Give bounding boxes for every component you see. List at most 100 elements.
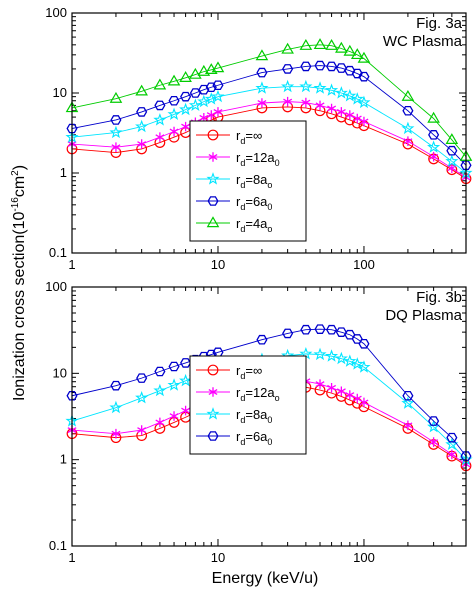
fig-3b-series-2-point-5 (179, 373, 193, 387)
fig-3a-series-1-point-3 (155, 132, 165, 143)
fig-3a-series-3-point-19 (402, 105, 414, 116)
fig-3a-series-4-point-12 (299, 38, 313, 50)
fig-3a-series-3-point-12 (300, 61, 312, 72)
fig-3b-series-1-point-14 (327, 382, 337, 393)
fig-3a-series-3-point-16 (344, 65, 356, 76)
fig-3b-series-3-point-3 (154, 366, 166, 377)
fig-3a-ytick-label-10: 10 (53, 85, 67, 100)
fig-3a-ytick-label-1: 1 (60, 165, 67, 180)
fig-3a-series-2-point-12 (299, 79, 313, 93)
fig-3b-series-2-point-20 (427, 419, 441, 433)
fig-3a-legend-marker-4 (206, 216, 220, 228)
fig-3a-series-1-point-21 (447, 163, 457, 173)
fig-3a-ytick-label-0.1: 0.1 (49, 245, 67, 260)
fig-3a-series-4-point-18 (357, 51, 371, 63)
fig-3a-series-4-point-3 (153, 78, 167, 90)
fig-3a-series-3-point-15 (335, 63, 347, 73)
y-axis-label-close: ) (11, 165, 28, 170)
y-axis-label: Ionization cross section(10-16cm2) (10, 165, 28, 401)
fig-3a-legend-label-2: rd=8ao (236, 172, 272, 190)
fig-3b-series-3-point-18 (358, 338, 370, 349)
fig-3b-series-1-point-2 (137, 425, 147, 435)
fig-3b-series-1-point-20 (429, 437, 439, 447)
fig-3a-series-3-line (71, 65, 467, 166)
fig-3a-series-4-line (71, 44, 467, 157)
fig-3b-series-3-point-1 (110, 380, 122, 391)
fig-3a-legend-box (189, 120, 307, 242)
fig-3a-series-2-point-16 (343, 88, 357, 102)
fig-3a-series-1-point-2 (137, 139, 147, 149)
fig-3b-series-3-point-0 (66, 390, 78, 401)
fig-3a-series-3-point-6 (189, 88, 201, 98)
fig-3a-xtick-label-1: 1 (68, 257, 75, 272)
fig-3a-xtick-label-10: 10 (211, 257, 225, 272)
fig-3b-series-2-point-18 (357, 360, 371, 373)
fig-3a-series-4-point-13 (313, 38, 327, 50)
fig-3b-series-2-point-15 (334, 351, 348, 365)
fig-3a-legend-label-0: rd=∞ (236, 128, 262, 146)
fig-3b-legend-marker-0 (207, 364, 219, 376)
fig-3b-ytick-label-1: 1 (60, 452, 67, 467)
fig-3b-legend-label-3: rd=6a0 (236, 429, 272, 447)
fig-3a-series-1-point-18 (359, 116, 369, 127)
fig-3a-series-2-point-18 (357, 95, 371, 109)
y-axis-label-exponent: -16 (10, 197, 21, 212)
fig-3a-series-3-point-14 (326, 61, 338, 72)
fig-3a-series-4-point-16 (343, 44, 357, 56)
fig-3a-series-3-point-22 (460, 160, 472, 171)
fig-3b-ytick-label-100: 100 (45, 279, 67, 294)
fig-3b-series-2-point-16 (343, 354, 357, 367)
fig-3b-series-1-point-5 (181, 405, 191, 416)
panel-fig-3b-subtitle: DQ Plasma (385, 307, 462, 324)
fig-3a-series-1-point-15 (336, 107, 346, 117)
fig-3b-series-3-point-11 (282, 328, 294, 339)
fig-3b-series-3-point-10 (256, 334, 268, 345)
fig-3a-series-1-point-12 (301, 97, 311, 108)
fig-3b-series-1-point-4 (169, 411, 179, 421)
fig-3a-series-1-point-16 (345, 110, 355, 120)
fig-3a-series-2-point-8 (204, 92, 218, 105)
fig-3a-series-4-point-9 (211, 61, 225, 73)
panel-fig-3a-subtitle: WC Plasma (383, 33, 463, 50)
x-axis-label: Energy (keV/u) (212, 570, 319, 587)
fig-3a-series-4-point-21 (445, 133, 459, 145)
y-axis-label-text: Ionization cross section(10 (11, 212, 28, 402)
fig-3a-series-2-point-9 (211, 89, 225, 103)
fig-3b-series-2-point-19 (401, 396, 415, 409)
fig-3b-series-3-line (71, 328, 467, 457)
fig-3b-series-3-point-12 (300, 324, 312, 335)
fig-3a-series-2-point-1 (109, 125, 123, 139)
fig-3a-series-4-point-7 (197, 64, 211, 76)
fig-3a-ytick-label-100: 100 (45, 5, 67, 20)
fig-3a-series-2-point-7 (197, 94, 211, 108)
fig-3b-series-1-point-15 (336, 386, 346, 397)
fig-3a-series-3-point-3 (154, 100, 166, 111)
fig-3b-series-2-point-3 (153, 383, 167, 397)
fig-3a-series-4-point-5 (179, 71, 192, 82)
fig-3a-legend-marker-2 (206, 172, 220, 185)
fig-3a-legend-marker-3 (207, 196, 219, 206)
fig-3b-ytick-label-10: 10 (53, 365, 67, 380)
panel-fig-3b-legend: rd=∞ rd=12ao rd=8a0 rd=6a0 (189, 355, 307, 455)
fig-3a-series-3-point-5 (180, 91, 192, 102)
fig-3a-series-3-point-18 (358, 71, 370, 82)
fig-3a-series-4-point-15 (335, 41, 348, 53)
fig-3a-series-3-point-11 (282, 64, 294, 74)
panel-fig-3b-title: Fig. 3b (416, 289, 462, 306)
fig-3a-series-2-point-3 (153, 113, 167, 126)
fig-3a-series-2-point-10 (255, 81, 269, 94)
fig-3a-series-4-point-19 (401, 89, 415, 101)
fig-3a-legend-marker-0 (207, 129, 219, 141)
fig-3a-xtick-label-100: 100 (353, 257, 375, 272)
fig-3b-legend-label-2: rd=8a0 (236, 407, 272, 425)
fig-3b-series-1-point-1 (111, 428, 121, 439)
panel-fig-3a-frame (71, 12, 467, 254)
fig-3b-series-3-point-13 (314, 324, 326, 334)
fig-3a-series-2-point-20 (427, 140, 441, 153)
fig-3a-series-1-point-13 (315, 100, 325, 111)
fig-3b-series-3-point-15 (335, 327, 347, 337)
